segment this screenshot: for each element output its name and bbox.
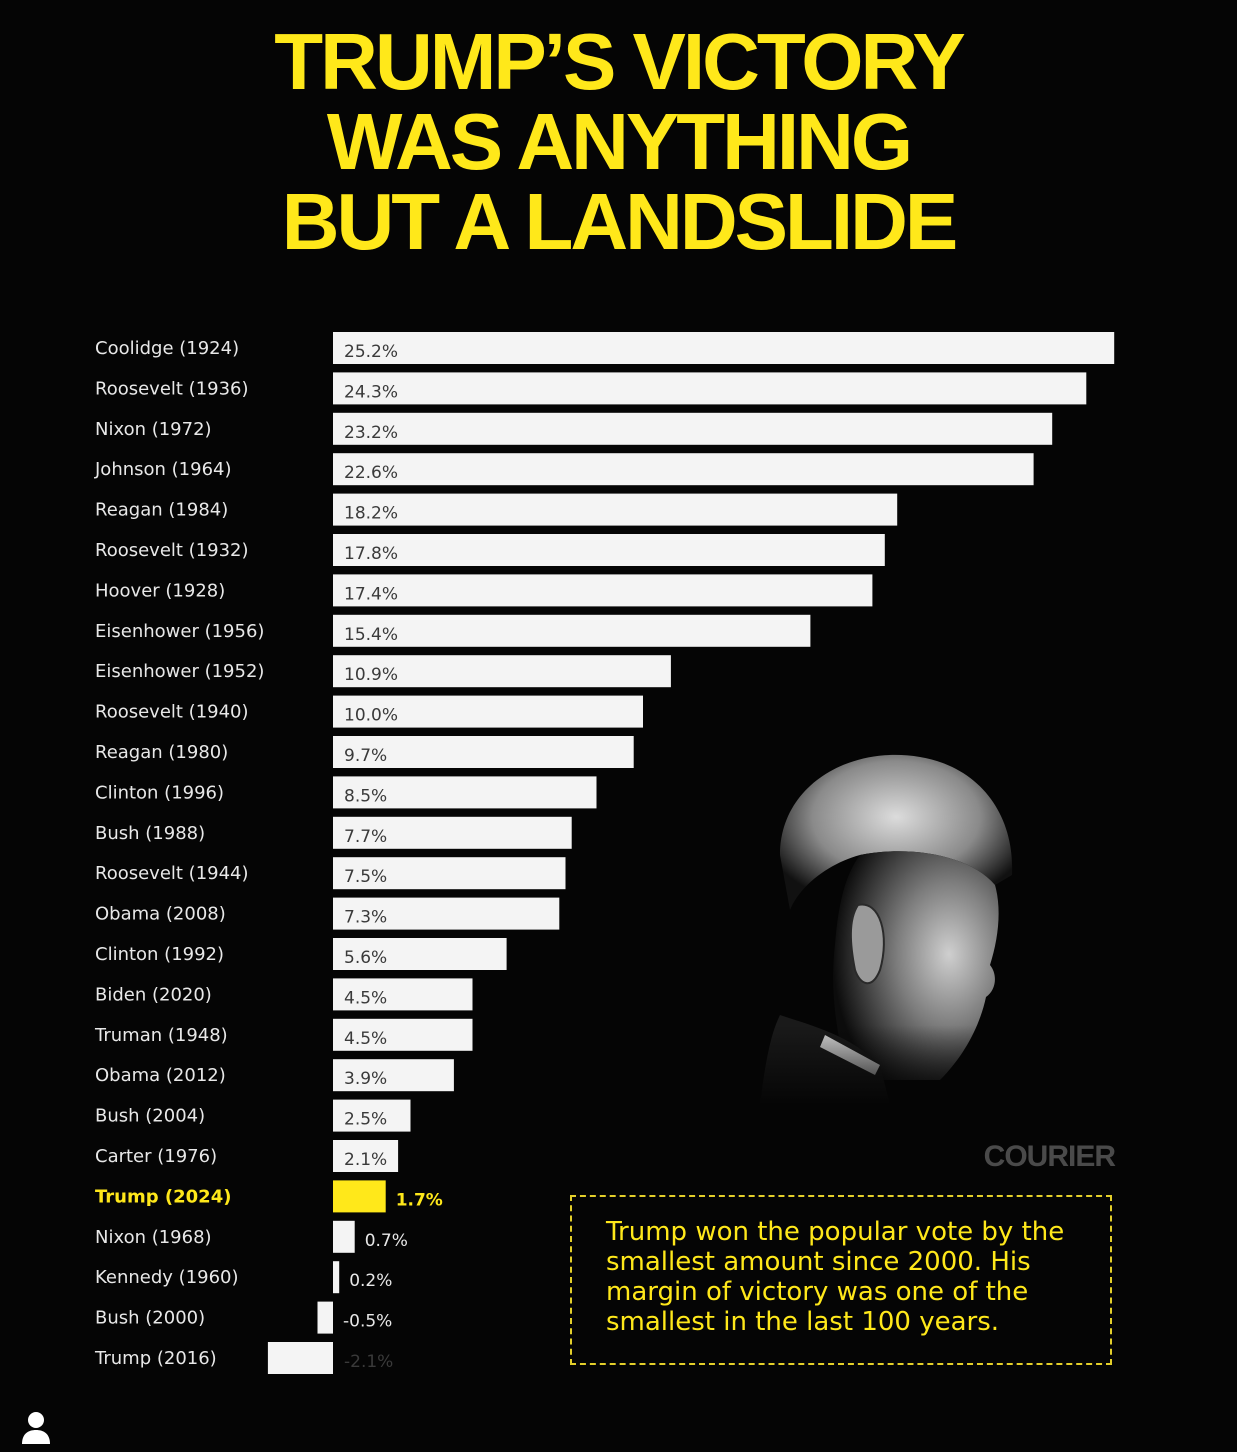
value-label: 8.5% <box>344 786 387 806</box>
bar <box>317 1301 333 1334</box>
bar <box>333 1261 340 1294</box>
category-label: Carter (1976) <box>95 1146 217 1167</box>
bar <box>333 816 572 849</box>
value-label: 4.5% <box>344 1029 387 1049</box>
category-label: Clinton (1992) <box>95 944 224 965</box>
category-label: Reagan (1984) <box>95 500 228 521</box>
category-label: Trump (2016) <box>94 1348 217 1369</box>
bar <box>333 614 811 647</box>
category-label: Reagan (1980) <box>95 742 228 763</box>
headline-line-2: WAS ANYTHING <box>326 97 913 186</box>
category-label: Roosevelt (1932) <box>95 540 249 561</box>
value-label: 18.2% <box>344 504 398 524</box>
category-label: Kennedy (1960) <box>95 1267 239 1288</box>
headline-line-3: BUT A LANDSLIDE <box>281 177 958 266</box>
bar <box>333 574 873 607</box>
category-label: Clinton (1996) <box>95 782 224 803</box>
category-label: Roosevelt (1944) <box>95 863 249 884</box>
bar <box>333 332 1115 364</box>
portrait-photo <box>740 754 1030 1105</box>
value-label: -2.1% <box>344 1352 393 1372</box>
bar-highlight <box>333 1180 386 1213</box>
value-label: 10.9% <box>344 665 398 685</box>
value-label: 22.6% <box>344 463 398 483</box>
category-label: Truman (1948) <box>94 1025 228 1046</box>
value-label: 17.4% <box>344 584 398 604</box>
headline-line-1: TRUMP’S VICTORY <box>274 17 965 106</box>
value-label: 0.7% <box>365 1231 408 1251</box>
bar <box>333 1059 454 1092</box>
bar <box>333 372 1087 405</box>
category-label: Coolidge (1924) <box>95 338 239 359</box>
bar <box>333 1140 399 1172</box>
category-label: Nixon (1972) <box>95 419 212 440</box>
bar <box>333 736 634 768</box>
value-label: 24.3% <box>344 382 398 402</box>
bar <box>333 857 566 890</box>
value-label: 4.5% <box>344 988 387 1008</box>
category-label: Eisenhower (1952) <box>95 661 264 682</box>
bar <box>333 1220 355 1253</box>
bar <box>333 938 507 970</box>
value-label: 7.3% <box>344 908 387 928</box>
callout-box: Trump won the popular vote by the smalle… <box>570 1195 1112 1365</box>
value-label: 3.9% <box>344 1069 387 1089</box>
value-label: 25.2% <box>344 342 398 362</box>
value-label: 1.7% <box>396 1190 443 1210</box>
headline: TRUMP’S VICTORY WAS ANYTHING BUT A LANDS… <box>0 22 1237 262</box>
category-label: Bush (2004) <box>95 1106 205 1127</box>
bar <box>333 1018 473 1051</box>
bar <box>333 1099 411 1132</box>
bar <box>333 776 597 809</box>
category-label: Trump (2024) <box>95 1186 231 1207</box>
value-label: 5.6% <box>344 948 387 968</box>
value-label: 2.5% <box>344 1110 387 1130</box>
bar <box>267 1342 333 1374</box>
category-label: Roosevelt (1936) <box>95 378 249 399</box>
category-label: Bush (2000) <box>95 1308 205 1329</box>
bar <box>333 493 898 526</box>
value-label: 17.8% <box>344 544 398 564</box>
category-label: Obama (2012) <box>95 1065 226 1086</box>
user-profile-icon[interactable] <box>20 1410 52 1444</box>
value-label: 7.7% <box>344 827 387 847</box>
bar <box>333 695 643 728</box>
value-label: 0.2% <box>349 1271 392 1291</box>
value-label: 10.0% <box>344 706 398 726</box>
category-label: Biden (2020) <box>95 984 212 1005</box>
category-label: Bush (1988) <box>95 823 205 844</box>
value-label: 2.1% <box>344 1150 387 1170</box>
brand-logo: COURIER <box>983 1140 1116 1173</box>
bar <box>333 897 560 930</box>
bar <box>333 412 1053 445</box>
category-label: Nixon (1968) <box>95 1227 212 1248</box>
bar <box>333 534 885 566</box>
value-label: 9.7% <box>344 746 387 766</box>
bar <box>333 655 671 688</box>
category-label: Roosevelt (1940) <box>95 702 249 723</box>
value-label: 23.2% <box>344 423 398 443</box>
value-label: -0.5% <box>343 1312 392 1332</box>
category-label: Obama (2008) <box>95 904 226 925</box>
category-label: Hoover (1928) <box>95 580 225 601</box>
value-label: 15.4% <box>344 625 398 645</box>
category-label: Eisenhower (1956) <box>95 621 264 642</box>
category-label: Johnson (1964) <box>94 459 232 480</box>
value-label: 7.5% <box>344 867 387 887</box>
bar <box>333 978 473 1011</box>
bar <box>333 453 1034 486</box>
callout-text: Trump won the popular vote by the smalle… <box>606 1217 1065 1337</box>
